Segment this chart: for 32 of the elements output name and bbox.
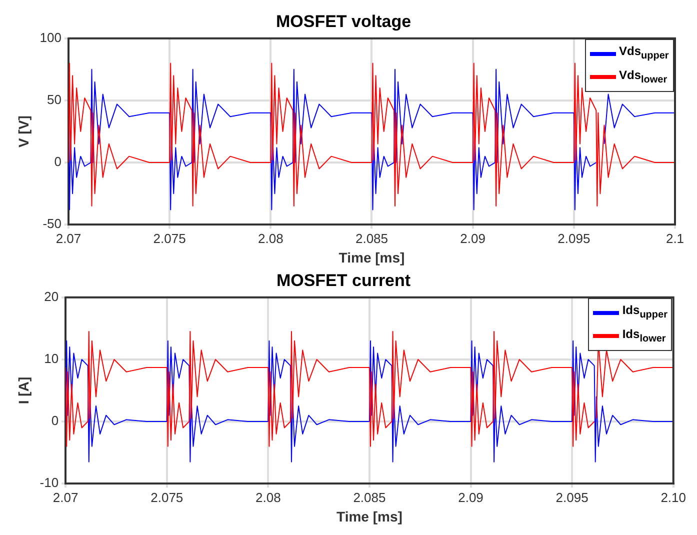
y-tick-label: 0 [54, 154, 62, 170]
legend-label: Vds$_{upper}$ [619, 43, 669, 64]
x-tick-label: 2.10 [660, 490, 686, 505]
x-tick-label: 2.08 [256, 490, 281, 505]
y-tick-label: 20 [44, 288, 59, 304]
x-tick-label: 2.09 [460, 230, 486, 246]
x-axis-title: Time [ms] [338, 249, 405, 266]
legend-label: Vds$_{lower}$ [619, 66, 668, 88]
x-tick-label: 2.085 [353, 490, 386, 505]
y-tick-label: 0 [51, 413, 59, 428]
legend-label: Ids$_{lower}$ [622, 326, 666, 346]
x-tick-label: 2.075 [153, 230, 186, 246]
chart-title: MOSFET current [276, 270, 411, 290]
y-axis-title: V [V] [15, 116, 32, 148]
x-tick-label: 2.095 [558, 230, 590, 246]
y-axis-title: I [A] [15, 376, 32, 404]
x-tick-label: 2.07 [56, 230, 82, 246]
x-tick-label: 2.085 [355, 230, 388, 246]
x-tick-label: 2.09 [458, 490, 484, 505]
x-tick-label: 2.08 [258, 230, 284, 246]
legend-label: Ids$_{upper}$ [622, 302, 668, 323]
x-tick-label: 2.095 [556, 490, 588, 505]
x-tick-label: 2.1 [666, 230, 684, 246]
y-tick-label: 100 [40, 30, 62, 45]
chart-title: MOSFET voltage [276, 12, 412, 31]
y-tick-label: 10 [44, 351, 59, 366]
x-tick-label: 2.075 [150, 490, 184, 505]
y-tick-label: -10 [40, 475, 59, 490]
y-tick-label: 50 [47, 92, 62, 108]
x-tick-label: 2.07 [52, 490, 78, 505]
y-tick-label: -50 [42, 216, 62, 232]
x-axis-title: Time [ms] [336, 508, 402, 524]
